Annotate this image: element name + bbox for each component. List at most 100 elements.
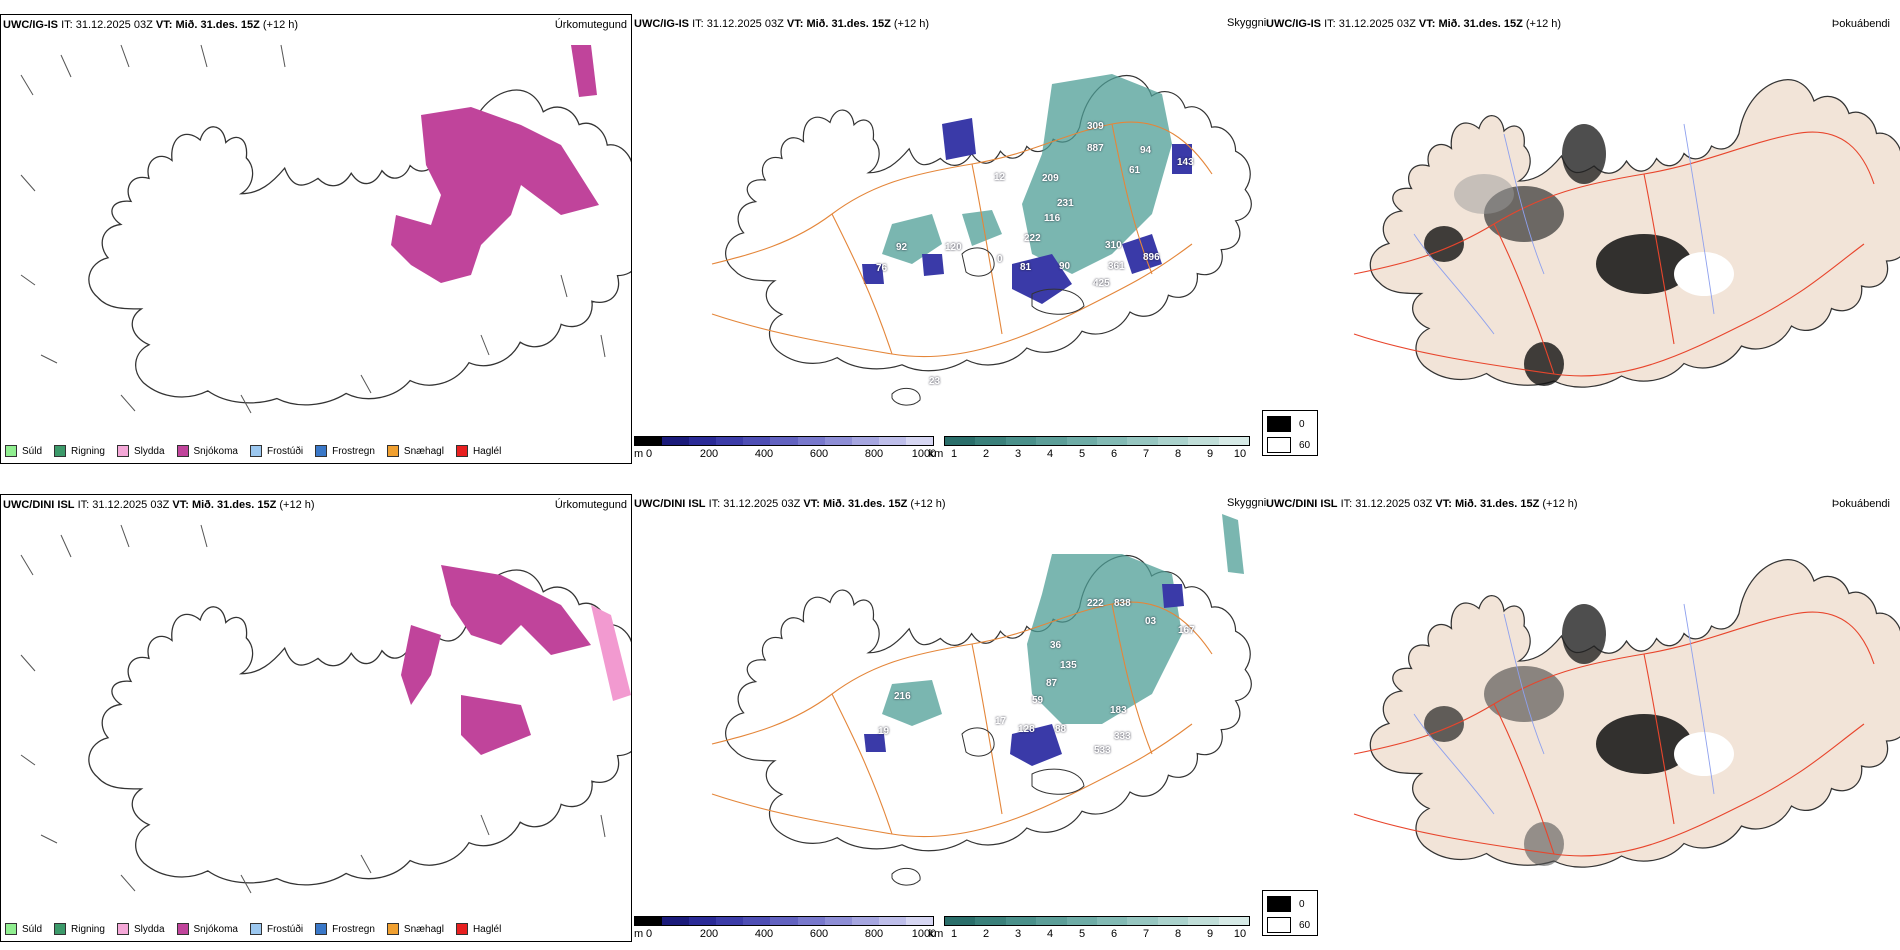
road-network-1 [711, 121, 1213, 358]
cloud-value-label: 209 [1042, 173, 1059, 184]
legend-item-freezing-rain: Frostregn [315, 445, 375, 457]
cloud-value-label: 309 [1087, 121, 1104, 132]
colorbar-tick: 0 [645, 448, 653, 460]
legend-item-drizzle: Súld [5, 445, 42, 457]
colorbar-unit: km [928, 448, 944, 460]
cloud-value-label: 222 [1087, 598, 1104, 609]
cloud-value-label: 887 [1087, 143, 1104, 154]
cloud-value-label: 222 [1024, 233, 1041, 244]
fog-rivers-2 [1413, 603, 1715, 815]
legend-item-drizzle: Súld [5, 923, 42, 935]
visibility-map-2 [711, 514, 1252, 886]
height-colorbar-2: m 0 200 400 600 800 1000 [634, 916, 937, 940]
legend-item-sleet: Slydda [116, 923, 165, 935]
sleet-areas-2 [591, 605, 631, 701]
cloud-value-label: 216 [894, 691, 911, 702]
panel-title: Þokuábendi [1831, 498, 1890, 510]
cloud-value-label: 310 [1105, 240, 1122, 251]
cloud-value-label: 533 [1094, 745, 1111, 756]
fog-legend-1: 0 60 [1262, 410, 1318, 456]
legend-item-snow-pellets: Snæhagl [386, 445, 444, 457]
teal-visibility-areas-2 [882, 514, 1244, 726]
legend-item-hail: Haglél [455, 923, 501, 935]
colorbar-tick: 600 [809, 928, 829, 940]
precip-map-1 [20, 44, 631, 414]
fog-roads-1 [1353, 131, 1875, 377]
fog-legend-black: 0 [1267, 416, 1317, 432]
colorbar-tick: 7 [1142, 928, 1150, 940]
colorbar-unit: m [634, 448, 644, 460]
cloud-value-label: 36 [1050, 640, 1062, 651]
fog-legend-white: 60 [1267, 437, 1317, 453]
cloud-value-label: 61 [1129, 165, 1141, 176]
colorbar-tick: 5 [1078, 928, 1086, 940]
panel-header: UWC/DINI ISL IT: 31.12.2025 03Z VT: Mið.… [3, 499, 315, 511]
wind-barbs-1 [20, 44, 606, 414]
fog-indicator-panel-2: UWC/DINI ISL IT: 31.12.2025 03Z VT: Mið.… [1264, 494, 1900, 942]
cloud-value-label: 90 [1059, 261, 1071, 272]
fog-legend-black: 0 [1267, 896, 1317, 912]
colorbar-tick: 0 [645, 928, 653, 940]
colorbar-tick: 7 [1142, 448, 1150, 460]
colorbar-tick: 8 [1174, 928, 1182, 940]
colorbar-unit: km [928, 928, 944, 940]
cloud-value-label: 231 [1057, 198, 1074, 209]
blue-height-areas-1 [862, 118, 1192, 304]
fog-indicator-panel-1: UWC/IG-IS IT: 31.12.2025 03Z VT: Mið. 31… [1264, 14, 1900, 464]
colorbar-tick: 6 [1110, 928, 1118, 940]
visibility-colorbar-1: km 1 2 3 4 5 6 7 8 9 10 [929, 436, 1250, 460]
cloud-value-label: 116 [1044, 213, 1061, 224]
colorbar-tick: 9 [1206, 448, 1214, 460]
colorbar-tick: 3 [1014, 448, 1022, 460]
colorbar-tick: 5 [1078, 448, 1086, 460]
cloud-value-label: 59 [1032, 695, 1044, 706]
cloud-value-label: 03 [1145, 616, 1157, 627]
panel-title: Úrkomutegund [554, 19, 627, 31]
cloud-value-label: 81 [1020, 262, 1032, 273]
legend-item-freezing-drizzle: Frostúði [249, 923, 303, 935]
snow-areas-2 [401, 565, 591, 755]
height-colorbar-strip [634, 916, 934, 926]
colorbar-tick: 10 [1233, 448, 1247, 460]
colorbar-tick: 1000 [911, 448, 937, 460]
colorbar-tick: 800 [864, 928, 884, 940]
colorbar-tick: 400 [754, 448, 774, 460]
colorbar-tick: 200 [699, 928, 719, 940]
visibility-panel-2: UWC/DINI ISL IT: 31.12.2025 03Z VT: Mið.… [632, 494, 1266, 942]
cloud-value-label: 167 [1178, 625, 1195, 636]
blue-height-areas-2 [864, 584, 1184, 766]
fog-map-1 [1353, 79, 1900, 388]
colorbar-tick: 1 [950, 448, 958, 460]
lake-outlines-1 [891, 247, 1085, 406]
cloud-value-label: 0 [997, 254, 1003, 265]
cloud-value-label: 425 [1093, 278, 1110, 289]
cloud-value-label: 87 [1046, 678, 1058, 689]
cloud-value-label: 19 [878, 726, 890, 737]
panel-header: UWC/IG-IS IT: 31.12.2025 03Z VT: Mið. 31… [1266, 18, 1562, 30]
colorbar-tick: 9 [1206, 928, 1214, 940]
legend-item-snow: Snjókoma [176, 445, 238, 457]
wind-barbs-2 [20, 524, 606, 894]
height-colorbar-1: m 0 200 400 600 800 1000 [634, 436, 937, 460]
fog-map-2 [1353, 559, 1900, 868]
panel-header: UWC/DINI ISL IT: 31.12.2025 03Z VT: Mið.… [634, 498, 946, 510]
cloud-value-label: 183 [1110, 705, 1127, 716]
cloud-value-label: 896 [1143, 252, 1160, 263]
snow-areas-1 [391, 45, 599, 283]
precip-map-2 [20, 524, 631, 894]
precip-type-panel-1: UWC/IG-IS IT: 31.12.2025 03Z VT: Mið. 31… [0, 14, 632, 464]
fog-dark-areas-2 [1424, 604, 1734, 866]
cloud-value-label: 76 [876, 263, 888, 274]
colorbar-tick: 8 [1174, 448, 1182, 460]
colorbar-tick: 2 [982, 448, 990, 460]
fog-roads-2 [1353, 611, 1875, 857]
precip-legend-1: Súld Rigning Slydda Snjókoma Frostúði Fr… [5, 445, 501, 457]
cloud-value-label: 143 [1177, 157, 1194, 168]
colorbar-tick: 1000 [911, 928, 937, 940]
cloud-value-label: 838 [1114, 598, 1131, 609]
fog-rivers-1 [1413, 123, 1715, 335]
colorbar-tick: 4 [1046, 928, 1054, 940]
legend-item-hail: Haglél [455, 445, 501, 457]
cloud-value-label: 120 [945, 242, 962, 253]
colorbar-tick: 4 [1046, 448, 1054, 460]
